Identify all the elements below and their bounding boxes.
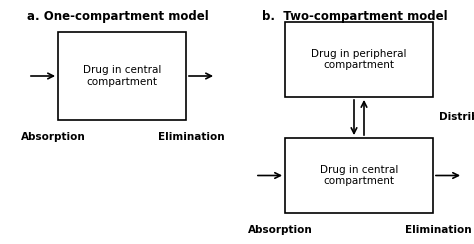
Text: Drug in central
compartment: Drug in central compartment: [320, 165, 398, 186]
Bar: [285, 138, 433, 213]
Bar: [58, 32, 186, 120]
Text: Absorption: Absorption: [247, 225, 312, 235]
Text: b.  Two-compartment model: b. Two-compartment model: [262, 10, 448, 23]
Text: Drug in central
compartment: Drug in central compartment: [83, 65, 161, 87]
Text: Drug in peripheral
compartment: Drug in peripheral compartment: [311, 49, 407, 70]
Text: Distribution: Distribution: [439, 112, 474, 122]
Bar: [285, 22, 433, 97]
Text: Elimination: Elimination: [158, 132, 224, 142]
Text: Elimination: Elimination: [405, 225, 471, 235]
Text: Absorption: Absorption: [21, 132, 85, 142]
Text: a. One-compartment model: a. One-compartment model: [27, 10, 209, 23]
